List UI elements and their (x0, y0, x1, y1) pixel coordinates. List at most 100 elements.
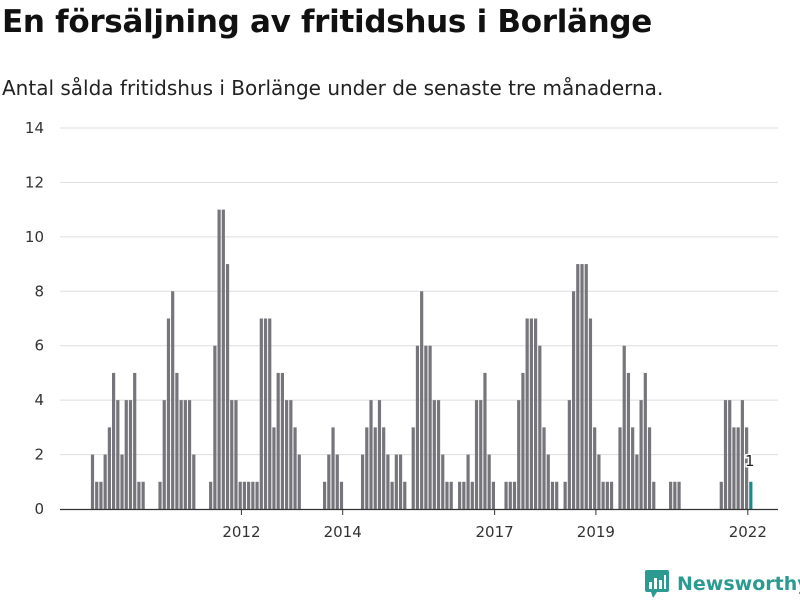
y-tick-label: 12 (25, 173, 44, 191)
bar (175, 372, 179, 509)
bar (268, 318, 272, 509)
bar (542, 427, 546, 509)
bar (289, 400, 293, 509)
bar (331, 427, 335, 509)
bar (588, 318, 593, 509)
bar (529, 318, 533, 509)
bar (474, 400, 479, 509)
y-tick-label: 2 (34, 446, 44, 464)
bar (622, 345, 626, 509)
bar (593, 427, 597, 509)
bar (415, 345, 420, 509)
bar (339, 481, 344, 509)
bar (247, 481, 251, 509)
bar (386, 454, 390, 509)
bar (95, 481, 99, 509)
bar (639, 400, 643, 509)
bar (728, 400, 732, 509)
bar (99, 481, 103, 509)
bar (377, 400, 382, 509)
highlighted-bar (749, 481, 753, 509)
bar (609, 481, 614, 509)
y-tick-label: 8 (34, 282, 44, 300)
bar (166, 318, 171, 509)
bar (192, 454, 196, 509)
bar (555, 481, 559, 509)
bar (209, 481, 213, 509)
bar (597, 454, 601, 509)
y-tick-label: 6 (34, 337, 44, 355)
bar (631, 427, 635, 509)
bar (428, 345, 432, 509)
bar (512, 481, 517, 509)
y-tick-label: 10 (25, 228, 44, 246)
bar (445, 481, 449, 509)
bar (538, 345, 542, 509)
bar (162, 400, 166, 509)
bar (251, 481, 255, 509)
bar (546, 454, 550, 509)
bar (242, 481, 247, 509)
bar (618, 427, 622, 509)
bar (508, 481, 512, 509)
bar (534, 318, 538, 509)
bar (280, 372, 284, 509)
bar (234, 400, 238, 509)
bar (365, 427, 369, 509)
bar (669, 481, 673, 509)
bar (213, 345, 217, 509)
bar (504, 481, 508, 509)
bar (723, 400, 728, 509)
bar (483, 372, 487, 509)
bar (424, 345, 428, 509)
bar (137, 481, 141, 509)
brand: Newsworthy (645, 570, 800, 598)
bar (398, 454, 403, 509)
bar (605, 481, 609, 509)
bar (521, 372, 525, 509)
bar (550, 481, 555, 509)
bar (449, 481, 453, 509)
bar (563, 481, 567, 509)
x-tick-label: 2014 (324, 523, 362, 541)
bar (112, 372, 116, 509)
bar (128, 400, 133, 509)
bar (677, 481, 681, 509)
bar (647, 427, 652, 509)
bar (103, 454, 107, 509)
x-tick-label: 2012 (222, 523, 260, 541)
bar (517, 400, 521, 509)
bar (272, 427, 276, 509)
bar (171, 291, 175, 509)
x-axis: 201220142017201920222024 (60, 508, 778, 541)
bar (293, 427, 297, 509)
bar (187, 400, 192, 509)
bar (740, 400, 744, 509)
bar (584, 264, 588, 509)
bars (90, 209, 753, 509)
bar (420, 291, 424, 509)
bar (230, 400, 234, 509)
bar (107, 427, 111, 509)
y-axis-ticks: 0 2 4 6 8 10 12 14 (25, 119, 44, 518)
bar (745, 427, 749, 509)
bar (158, 481, 162, 509)
bar (432, 400, 436, 509)
bar (571, 291, 576, 509)
bar (141, 481, 145, 509)
bar (323, 481, 327, 509)
bar (285, 400, 289, 509)
bar (601, 481, 605, 509)
bar (90, 454, 95, 509)
x-tick-label: 2019 (577, 523, 615, 541)
bar (335, 454, 339, 509)
bar (441, 454, 445, 509)
bar (133, 372, 137, 509)
bar (360, 454, 365, 509)
bar (390, 481, 394, 509)
highlight-data-label: 1 (745, 452, 755, 470)
bar (225, 264, 230, 509)
bar (487, 454, 491, 509)
bar (263, 318, 268, 509)
